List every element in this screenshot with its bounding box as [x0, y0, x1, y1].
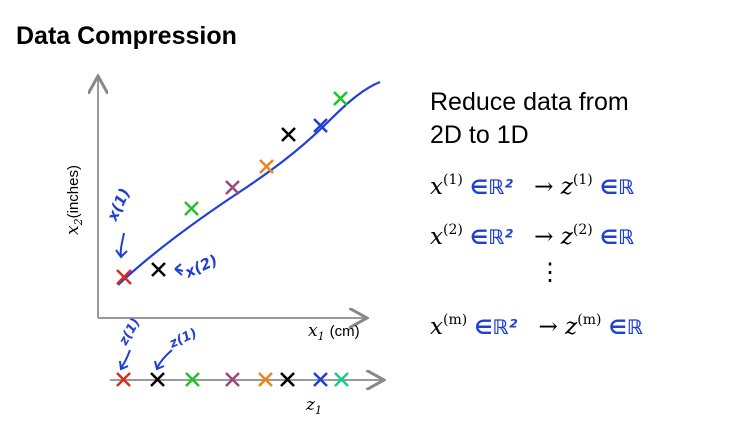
svg-text:z(1): z(1): [166, 326, 199, 352]
point-purple: [225, 180, 240, 195]
z-point-teal: [334, 372, 349, 387]
svg-text:x(2): x(2): [181, 251, 220, 282]
ellipsis: ⋮: [538, 259, 562, 286]
mapping-row-2: x(2) ∈ℝ² → z(2) ∈ℝ: [430, 222, 635, 250]
description-line-1: Reduce data from: [430, 88, 629, 116]
annotation-x2: x(2): [174, 251, 220, 282]
mapping-row-m: x(m) ∈ℝ² → z(m) ∈ℝ: [430, 312, 643, 340]
z-point-green-1: [185, 372, 200, 387]
z-point-black-1: [150, 372, 165, 387]
point-green-1: [184, 201, 199, 216]
z-axis-label: z1: [305, 395, 322, 417]
z-point-black-2: [280, 372, 295, 387]
point-blue: [313, 118, 328, 133]
mapping-row-1: x(1) ∈ℝ² → z(1) ∈ℝ: [430, 172, 635, 200]
fit-line: [117, 80, 381, 286]
description-line-2: 2D to 1D: [430, 121, 529, 149]
point-black-2: [281, 127, 296, 142]
z-point-red: [116, 372, 131, 387]
point-orange: [259, 159, 274, 174]
y-axis-label: x2(inches): [63, 165, 85, 235]
z-point-orange: [258, 372, 273, 387]
page-title: Data Compression: [16, 22, 237, 50]
svg-text:x2(inches): x2(inches): [63, 165, 85, 235]
point-red: [116, 269, 132, 285]
point-black-1: [151, 262, 166, 277]
annotation-z1: z(1): [116, 316, 144, 371]
svg-text:x(1): x(1): [103, 185, 134, 224]
z-point-purple: [225, 372, 240, 387]
point-green-2: [333, 91, 348, 106]
z-point-blue: [313, 372, 328, 387]
x-axis-label: x1 (cm): [308, 321, 360, 343]
svg-text:z(1): z(1): [116, 316, 144, 349]
annotation-z2: z(1): [154, 326, 200, 371]
annotation-x1: x(1): [103, 185, 134, 259]
